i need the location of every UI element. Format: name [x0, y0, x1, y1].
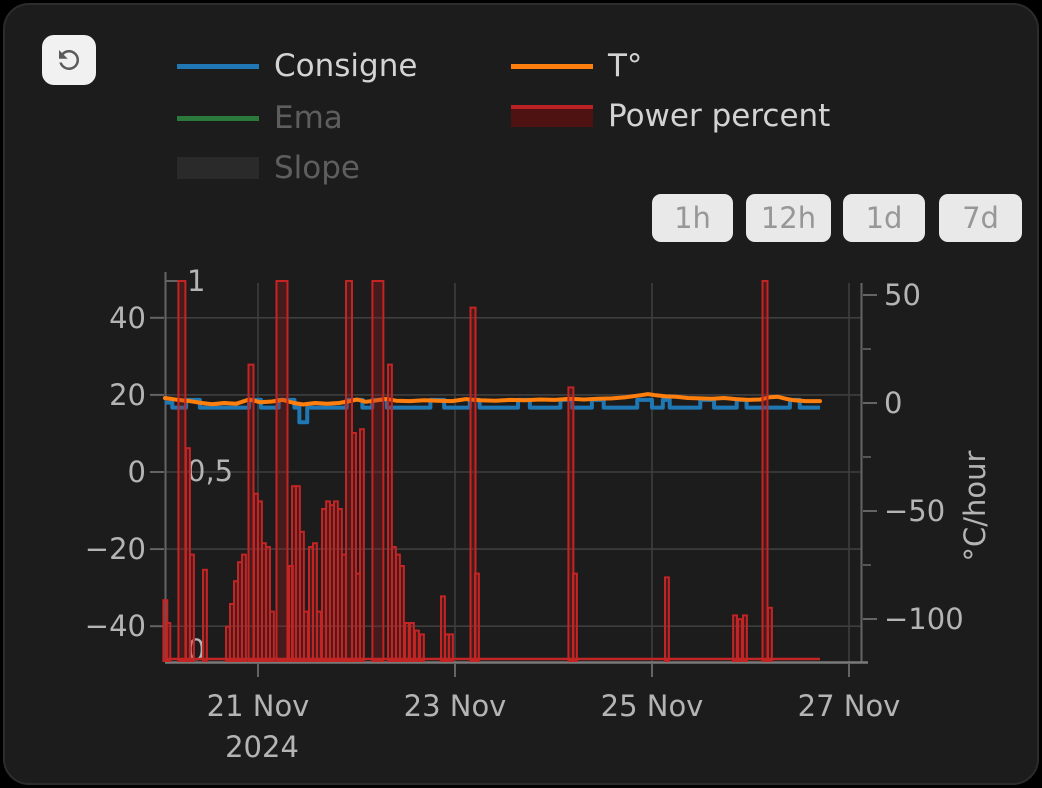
- power-percent-bar: [202, 568, 208, 662]
- power-percent-bar: [359, 428, 365, 663]
- x-axis-tick-label: 21 Nov: [207, 689, 310, 723]
- power-percent-bar: [469, 306, 477, 662]
- power-percent-bar: [567, 386, 575, 662]
- legend-label-slope: Slope: [274, 150, 361, 186]
- power-percent-bar: [247, 363, 255, 662]
- power-percent-bar: [275, 280, 289, 662]
- power-percent-bar: [269, 610, 275, 662]
- power-percent-bar: [761, 280, 769, 662]
- range-button-1h[interactable]: 1h: [652, 194, 733, 242]
- power-percent-bar: [241, 553, 247, 662]
- consigne-line-swatch: [177, 63, 259, 69]
- legend-item-temperature[interactable]: T°: [511, 46, 642, 86]
- power-percent-bar: [448, 633, 454, 663]
- power-percent-bar: [265, 546, 272, 662]
- x-axis-tick-label: 25 Nov: [601, 689, 704, 723]
- range-button-1d[interactable]: 1d: [843, 194, 925, 242]
- temperature-line: [163, 392, 822, 407]
- x-axis-tick-label: 27 Nov: [798, 689, 901, 723]
- temp-axis-tick-label: 20: [109, 378, 146, 412]
- legend-item-slope[interactable]: Slope: [177, 148, 360, 188]
- power-percent-bar: [312, 542, 318, 663]
- legend-label-ema: Ema: [274, 100, 343, 136]
- legend-item-power-percent[interactable]: Power percent: [511, 96, 830, 136]
- power-percent-bar: [177, 280, 187, 662]
- x-axis-year-label: 2024: [225, 730, 299, 764]
- card-background: [3, 3, 1039, 785]
- rate-axis-tick-label: −100: [884, 602, 964, 636]
- slope-fill-swatch: [177, 157, 259, 179]
- power-axis-tick-label: 0,5: [187, 454, 233, 488]
- power-percent-bar: [351, 432, 358, 662]
- legend-item-consigne[interactable]: Consigne: [177, 46, 417, 86]
- temp-axis-tick-label: 40: [109, 301, 146, 335]
- power-percent-bar: [732, 614, 738, 663]
- consigne-line: [165, 397, 821, 425]
- temp-axis-tick-label: −20: [85, 532, 146, 566]
- power-percent-bar: [316, 610, 322, 662]
- power-percent-bar: [345, 280, 353, 662]
- power-axis-tick-label: 1: [187, 264, 205, 298]
- power-percent-bar: [404, 622, 410, 662]
- power-percent-bar: [419, 633, 425, 663]
- rate-axis-tick-label: −50: [884, 494, 945, 528]
- temp-axis-tick-label: −40: [85, 609, 146, 643]
- power-percent-bar: [767, 606, 773, 662]
- power-percent-bar: [303, 610, 309, 662]
- power-percent-bar: [572, 572, 578, 662]
- power-percent-bar: [371, 280, 385, 662]
- power-percent-bar: [387, 363, 393, 662]
- rate-axis-title: °C/hour: [958, 450, 992, 561]
- rate-axis-tick-label: 50: [884, 278, 921, 312]
- power-percent-bar: [664, 576, 670, 663]
- legend-label-consigne: Consigne: [274, 48, 418, 84]
- power-percent-bar-swatch: [511, 105, 593, 127]
- power-percent-bar: [409, 622, 415, 662]
- ema-line-swatch: [177, 115, 259, 121]
- power-percent-bar: [399, 565, 405, 662]
- x-axis-tick-label: 23 Nov: [404, 689, 507, 723]
- legend-item-ema[interactable]: Ema: [177, 98, 343, 138]
- power-percent-bar: [737, 618, 743, 663]
- power-percent-bar: [474, 572, 480, 662]
- power-percent-bar: [742, 614, 748, 663]
- refresh-button[interactable]: [42, 35, 96, 85]
- power-percent-bar: [414, 629, 420, 662]
- power-percent-bar: [165, 622, 172, 662]
- power-percent-bar: [440, 595, 446, 663]
- legend-label-temperature: T°: [608, 48, 643, 84]
- temperature-line-swatch: [511, 63, 593, 69]
- power-percent-bar: [299, 530, 305, 662]
- range-button-7d[interactable]: 7d: [939, 194, 1022, 242]
- range-button-12h[interactable]: 12h: [746, 194, 831, 242]
- legend-label-power-percent: Power percent: [608, 98, 831, 134]
- temp-axis-tick-label: 0: [128, 455, 146, 489]
- rate-axis-tick-label: 0: [884, 386, 902, 420]
- power-percent-bar: [189, 553, 195, 662]
